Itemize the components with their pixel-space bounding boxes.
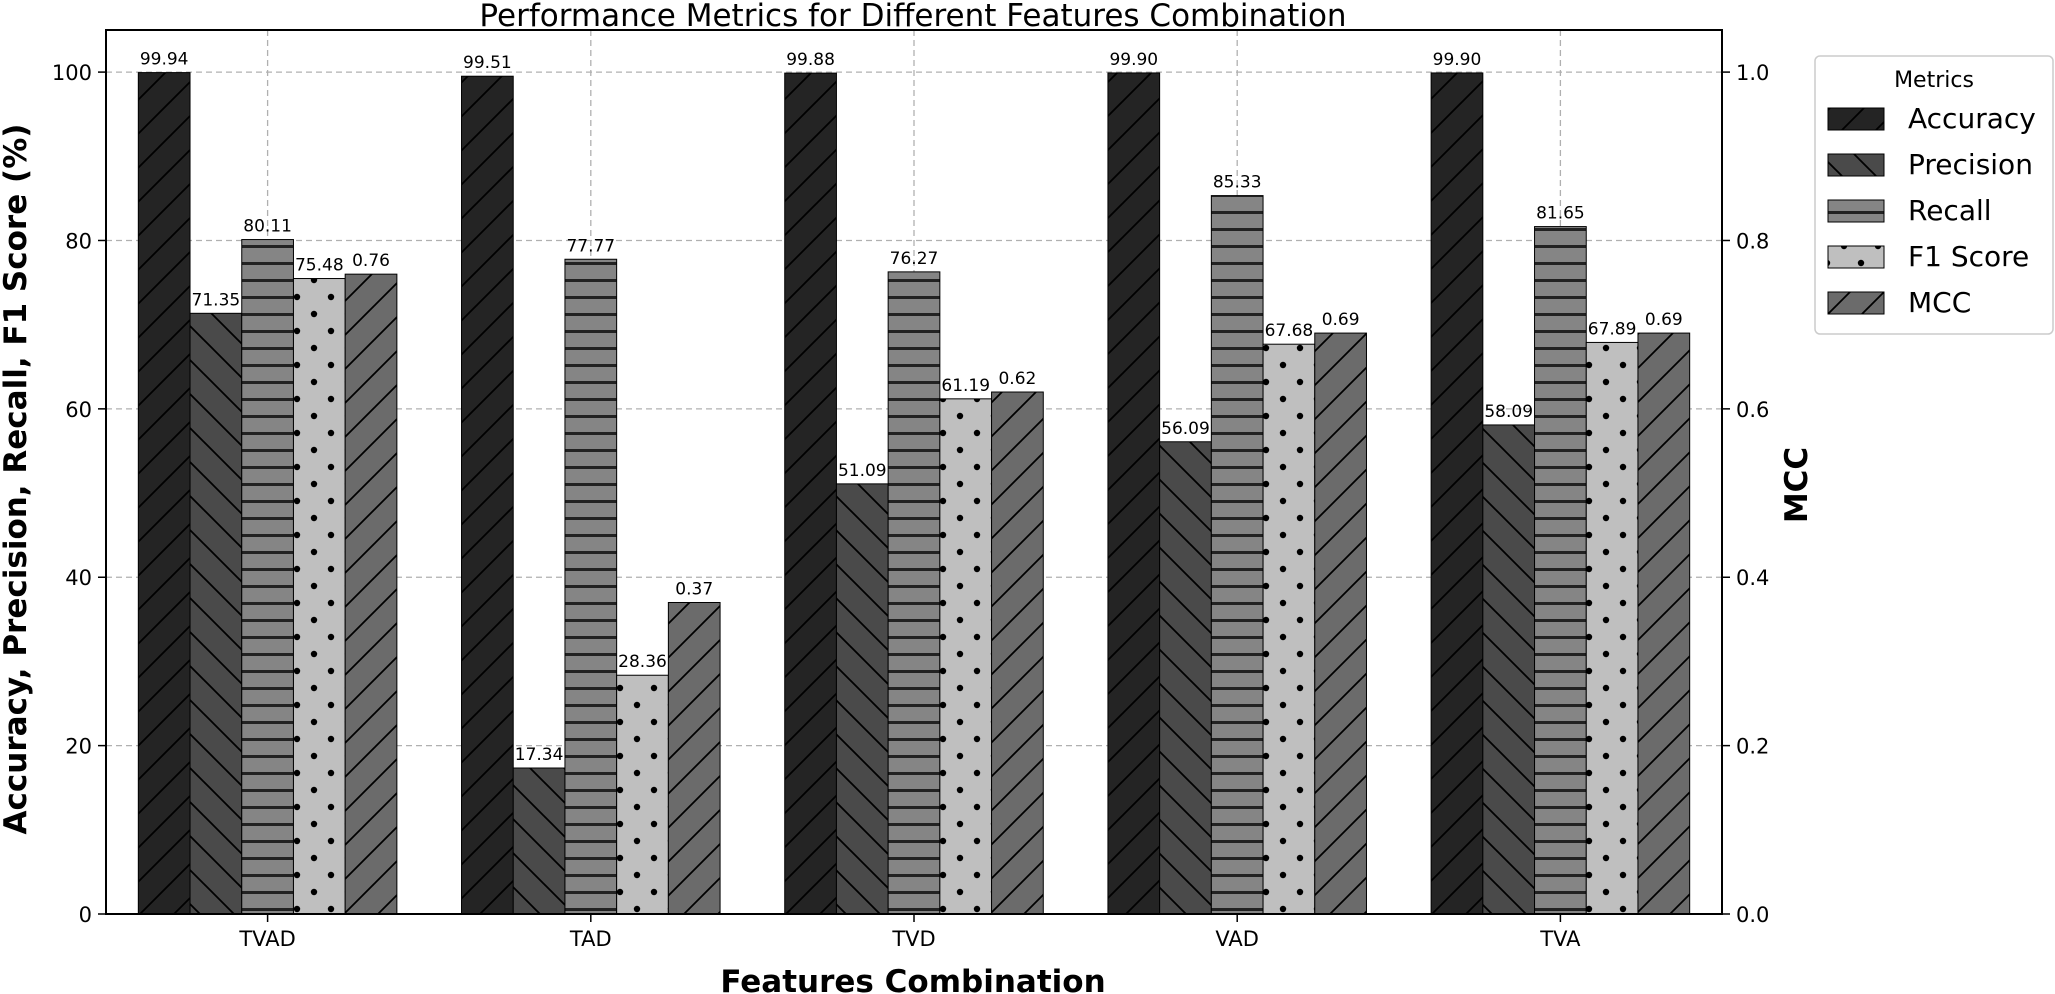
data-label-precision: 58.09: [1484, 402, 1533, 422]
legend: Metrics Accuracy Precision Recall F1 Score M…: [1814, 55, 2054, 335]
y2-tick-label: 0.2: [1736, 735, 1769, 759]
data-label-f1-score: 75.48: [295, 256, 344, 276]
legend-label-precision: Precision: [1908, 148, 2033, 181]
y2-tick-label: 0.8: [1736, 229, 1769, 253]
bar-hatch: [1431, 72, 1483, 915]
legend-label-accuracy: Accuracy: [1908, 102, 2036, 135]
bar-hatch: [1534, 226, 1587, 914]
legend-swatch-hatch: [1828, 246, 1884, 268]
data-label-recall: 77.77: [566, 236, 615, 256]
chart-title: Performance Metrics for Different Featur…: [479, 0, 1346, 34]
bar-hatch: [241, 239, 294, 914]
data-label-recall: 81.65: [1536, 204, 1585, 224]
bar-hatch: [1211, 195, 1264, 914]
data-label-accuracy: 99.90: [1109, 50, 1158, 70]
x-tick-label: TVAD: [238, 927, 295, 951]
data-label-f1-score: 28.36: [618, 652, 667, 672]
data-label-precision: 51.09: [838, 461, 887, 481]
x-axis-title: Features Combination: [720, 964, 1105, 994]
bar-hatch: [1314, 333, 1367, 915]
bar-hatch: [888, 271, 940, 914]
y-axis-title: Accuracy, Precision, Recall, F1 Score (%…: [0, 124, 34, 835]
y2-tick-label: 0.4: [1736, 566, 1769, 590]
data-label-mcc: 0.37: [675, 579, 713, 599]
legend-swatch-hatch: [1828, 154, 1884, 176]
data-label-precision: 71.35: [192, 290, 241, 310]
data-labels: 99.94 99.51 99.88 99.90 99.90 71.35 17.34 51.09…: [140, 50, 1683, 765]
bar-hatch: [991, 392, 1044, 914]
y-tick-label: 100: [52, 61, 92, 85]
data-label-precision: 56.09: [1161, 419, 1210, 439]
data-label-recall: 76.27: [890, 249, 939, 269]
bar-hatch: [564, 259, 617, 914]
legend-label-recall: Recall: [1908, 194, 1992, 227]
bar-hatch: [1107, 72, 1160, 915]
bar-hatch: [668, 602, 721, 914]
data-label-accuracy: 99.51: [463, 53, 512, 73]
bar-hatch: [1159, 441, 1212, 914]
legend-swatch-outline: [1827, 199, 1885, 223]
x-tick-label: VAD: [1215, 927, 1259, 951]
legend-swatch-hatch: [1828, 292, 1884, 314]
data-label-accuracy: 99.94: [140, 50, 189, 70]
bar-hatch: [836, 483, 889, 914]
y-tick-label: 80: [65, 229, 92, 253]
data-label-accuracy: 99.90: [1433, 50, 1482, 70]
bar-hatch: [138, 72, 191, 914]
bar-hatch: [345, 274, 397, 915]
bars: [137, 72, 1691, 915]
legend-swatch-outline: [1827, 107, 1885, 131]
left-axis: 0 20 40 60 80 100: [52, 61, 106, 927]
data-label-f1-score: 67.89: [1588, 319, 1637, 339]
legend-label-f1-score: F1 Score: [1908, 240, 2029, 273]
y-tick-label: 60: [65, 398, 92, 422]
data-label-mcc: 0.62: [998, 369, 1036, 389]
y2-tick-label: 1.0: [1736, 61, 1769, 85]
bar-hatch: [1263, 344, 1315, 914]
data-label-f1-score: 61.19: [941, 376, 990, 396]
data-label-mcc: 0.76: [352, 251, 390, 271]
data-label-accuracy: 99.88: [786, 50, 835, 70]
data-label-precision: 17.34: [515, 745, 564, 765]
legend-swatch-hatch: [1828, 200, 1884, 222]
bar-hatch: [1482, 424, 1535, 914]
x-axis: TVAD TAD TVD VAD TVA: [238, 914, 1581, 951]
data-label-recall: 80.11: [243, 217, 292, 237]
bar-hatch: [461, 76, 514, 914]
legend-swatch-outline: [1827, 245, 1885, 269]
y-tick-label: 0: [79, 903, 92, 927]
bar-hatch: [293, 278, 346, 914]
bar-hatch: [190, 313, 242, 914]
bar-hatch: [616, 675, 669, 914]
legend-label-mcc: MCC: [1908, 286, 1971, 319]
y-tick-label: 40: [65, 566, 92, 590]
y2-axis-title: MCC: [1779, 447, 1815, 523]
data-label-f1-score: 67.68: [1265, 321, 1314, 341]
right-axis: 0.0 0.2 0.4 0.6 0.8 1.0: [1722, 61, 1769, 927]
y2-tick-label: 0.0: [1736, 903, 1769, 927]
x-tick-label: TVD: [891, 927, 935, 951]
legend-swatch-hatch: [1828, 108, 1884, 130]
bar-hatch: [1637, 333, 1690, 915]
x-tick-label: TVA: [1539, 927, 1581, 951]
data-label-mcc: 0.69: [1322, 310, 1360, 330]
bar-hatch: [1586, 342, 1638, 914]
legend-title: Metrics: [1894, 68, 1974, 93]
bar-hatch: [939, 398, 992, 914]
legend-swatch-outline: [1827, 153, 1885, 177]
y2-tick-label: 0.6: [1736, 398, 1769, 422]
x-tick-label: TAD: [569, 927, 612, 951]
bar-hatch: [784, 73, 837, 914]
bar-hatch: [513, 768, 565, 914]
data-label-recall: 85.33: [1213, 173, 1262, 193]
data-label-mcc: 0.69: [1645, 310, 1683, 330]
legend-swatch-outline: [1827, 291, 1885, 315]
y-tick-label: 20: [65, 735, 92, 759]
